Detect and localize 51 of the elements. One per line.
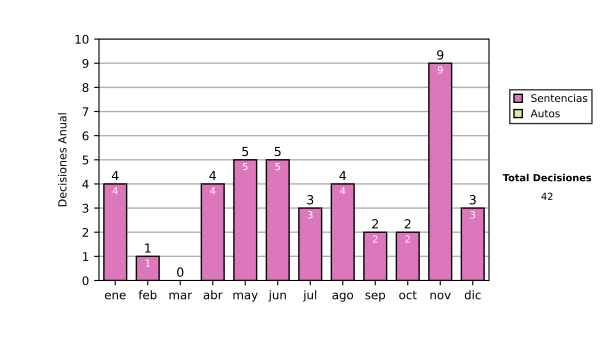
total-label: 3 [307,194,314,204]
data-label: 4 [112,187,118,194]
data-label: 4 [210,187,216,194]
x-tick-label: feb [138,290,157,300]
text: 42 [541,192,552,200]
total-label: 0 [177,267,184,277]
total-label: 2 [404,219,410,228]
data-label: 9 [438,66,443,74]
y-tick-label: 6 [82,131,89,140]
y-tick-label: 2 [82,228,88,237]
total-label: 4 [112,171,119,180]
x-tick-label: jun [268,290,286,302]
y-tick-label: 5 [82,156,88,164]
data-label: 3 [470,211,476,218]
y-tick-label: 0 [82,276,88,286]
total-label: 5 [274,146,281,156]
text: Total Decisiones [502,174,592,182]
data-label: 3 [308,211,313,218]
x-tick-label: sep [365,292,386,302]
x-tick-label: abr [204,290,223,300]
total-label: 5 [242,146,248,156]
data-label: 5 [275,162,280,170]
y-tick-label: 7 [82,107,88,116]
x-tick-label: nov [430,292,451,300]
x-tick-label: may [233,292,258,302]
y-tick-label: 8 [82,83,88,92]
x-tick-label: oct [399,290,417,300]
x-tick-label: mar [170,292,192,300]
total-label: 9 [437,50,444,60]
total-label: 3 [470,194,476,204]
legend-label: Sentencias [531,94,588,102]
total-label: 1 [145,243,151,253]
legend-label: Autos [530,110,560,118]
x-tick-label: ene [104,292,126,300]
y-tick-label: 1 [83,252,88,261]
data-label: 5 [242,162,248,170]
x-tick-label: dic [464,290,481,300]
data-label: 1 [146,260,150,267]
data-label: 2 [405,235,410,243]
y-tick-label: 10 [76,34,88,44]
y-tick-label: 9 [82,58,88,68]
data-label: 4 [340,187,346,194]
y-axis-title: Decisiones Anual [58,113,67,206]
y-tick-label: 4 [82,180,89,188]
total-label: 2 [372,219,378,228]
y-tick-label: 3 [82,204,88,213]
data-label: 2 [372,235,378,243]
x-tick-label: ago [332,292,354,302]
total-label: 4 [209,171,216,180]
x-tick-label: jul [303,290,316,302]
total-label: 4 [339,171,346,180]
